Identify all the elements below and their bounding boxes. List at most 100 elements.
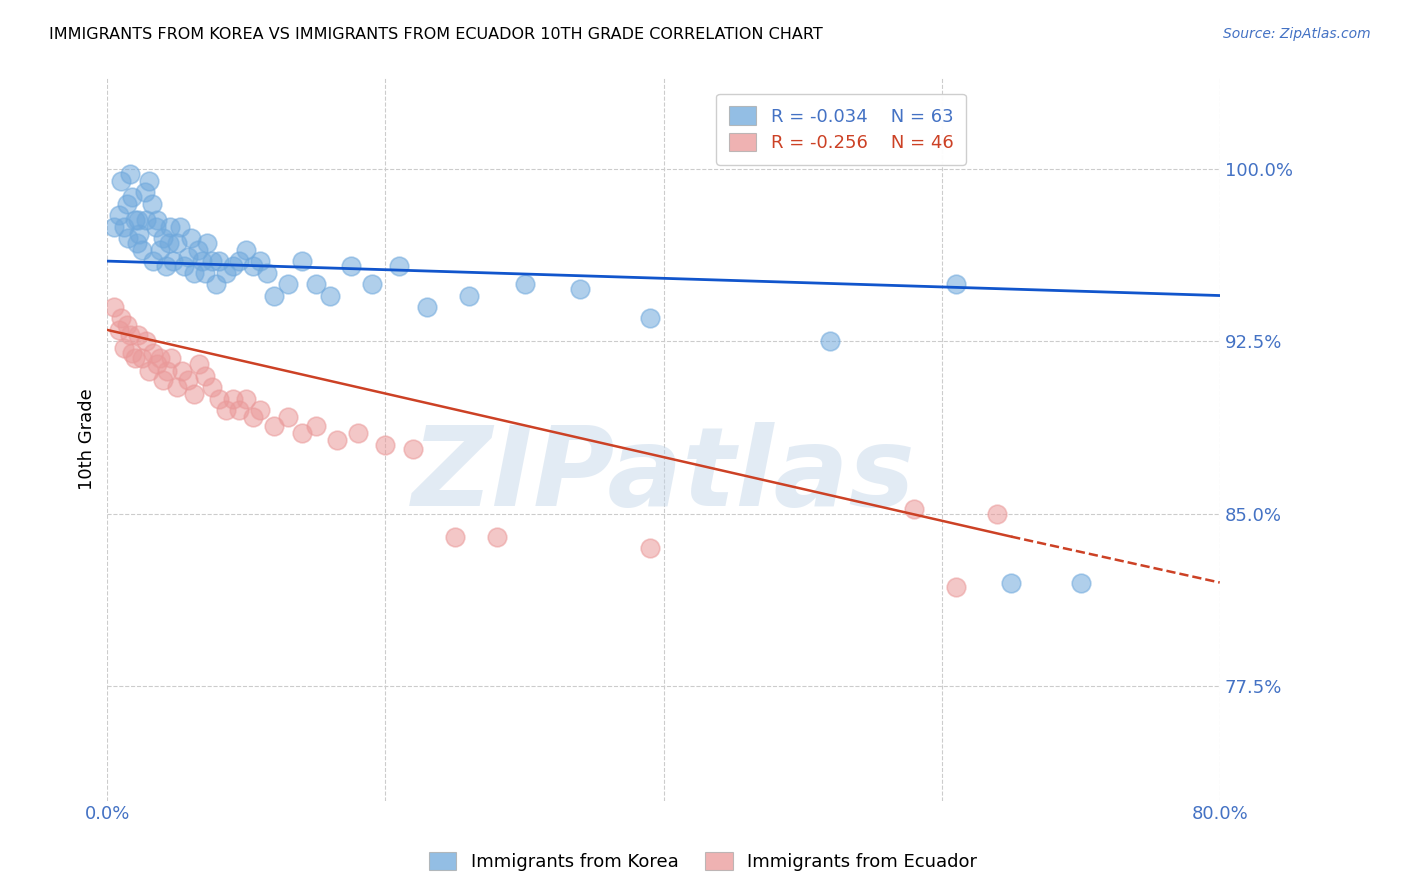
Point xyxy=(112,219,135,234)
Point xyxy=(124,212,146,227)
Point xyxy=(166,380,188,394)
Text: Source: ZipAtlas.com: Source: ZipAtlas.com xyxy=(1223,27,1371,41)
Point xyxy=(201,380,224,394)
Point xyxy=(115,196,138,211)
Point xyxy=(242,259,264,273)
Point xyxy=(194,368,217,383)
Legend: Immigrants from Korea, Immigrants from Ecuador: Immigrants from Korea, Immigrants from E… xyxy=(422,845,984,879)
Point xyxy=(228,403,250,417)
Point xyxy=(149,351,172,365)
Point xyxy=(103,300,125,314)
Point xyxy=(228,254,250,268)
Point xyxy=(1070,575,1092,590)
Point xyxy=(127,327,149,342)
Point xyxy=(513,277,536,291)
Point xyxy=(205,277,228,291)
Point xyxy=(177,374,200,388)
Point xyxy=(207,254,229,268)
Point xyxy=(166,235,188,250)
Point xyxy=(374,438,396,452)
Point xyxy=(319,288,342,302)
Point xyxy=(103,219,125,234)
Point xyxy=(149,243,172,257)
Point xyxy=(142,346,165,360)
Point xyxy=(249,254,271,268)
Point xyxy=(221,259,243,273)
Point xyxy=(107,323,129,337)
Point xyxy=(138,174,160,188)
Point xyxy=(187,243,209,257)
Point xyxy=(242,410,264,425)
Point xyxy=(263,419,285,434)
Point xyxy=(162,254,184,268)
Point xyxy=(305,419,328,434)
Text: IMMIGRANTS FROM KOREA VS IMMIGRANTS FROM ECUADOR 10TH GRADE CORRELATION CHART: IMMIGRANTS FROM KOREA VS IMMIGRANTS FROM… xyxy=(49,27,823,42)
Point xyxy=(124,351,146,365)
Point xyxy=(986,507,1008,521)
Point xyxy=(121,346,143,360)
Point xyxy=(945,580,967,594)
Point xyxy=(107,208,129,222)
Point xyxy=(201,254,224,268)
Point xyxy=(118,167,141,181)
Point xyxy=(277,277,299,291)
Point xyxy=(118,327,141,342)
Point xyxy=(152,231,174,245)
Point xyxy=(155,259,177,273)
Point xyxy=(188,358,211,372)
Point xyxy=(197,235,219,250)
Point xyxy=(820,334,842,349)
Point xyxy=(945,277,967,291)
Point xyxy=(638,541,661,555)
Point xyxy=(127,212,149,227)
Point xyxy=(360,277,382,291)
Point xyxy=(157,235,180,250)
Point xyxy=(146,212,169,227)
Point xyxy=(263,288,285,302)
Point xyxy=(214,266,236,280)
Y-axis label: 10th Grade: 10th Grade xyxy=(79,388,96,490)
Point xyxy=(256,266,278,280)
Point xyxy=(485,530,508,544)
Point xyxy=(177,250,200,264)
Point xyxy=(135,334,157,349)
Point xyxy=(134,186,156,200)
Point xyxy=(305,277,328,291)
Point xyxy=(125,235,148,250)
Point xyxy=(214,403,236,417)
Point xyxy=(173,259,195,273)
Point xyxy=(160,351,183,365)
Point xyxy=(110,311,132,326)
Point xyxy=(138,364,160,378)
Point xyxy=(402,442,425,457)
Point xyxy=(159,219,181,234)
Point xyxy=(117,231,139,245)
Point xyxy=(326,433,349,447)
Point xyxy=(638,311,661,326)
Point xyxy=(152,374,174,388)
Point xyxy=(131,351,153,365)
Point xyxy=(388,259,411,273)
Point xyxy=(903,502,925,516)
Point xyxy=(249,403,271,417)
Point xyxy=(112,342,135,356)
Point xyxy=(207,392,229,406)
Point xyxy=(346,426,368,441)
Point xyxy=(194,266,217,280)
Point xyxy=(172,364,194,378)
Point xyxy=(135,212,157,227)
Point xyxy=(146,358,169,372)
Point xyxy=(131,243,153,257)
Point xyxy=(141,196,163,211)
Point xyxy=(291,426,314,441)
Point xyxy=(191,254,214,268)
Point xyxy=(128,227,150,241)
Point xyxy=(235,392,257,406)
Point xyxy=(110,174,132,188)
Point xyxy=(444,530,467,544)
Point xyxy=(115,318,138,333)
Point xyxy=(569,282,592,296)
Point xyxy=(145,219,167,234)
Legend: R = -0.034    N = 63, R = -0.256    N = 46: R = -0.034 N = 63, R = -0.256 N = 46 xyxy=(717,94,966,165)
Point xyxy=(156,364,179,378)
